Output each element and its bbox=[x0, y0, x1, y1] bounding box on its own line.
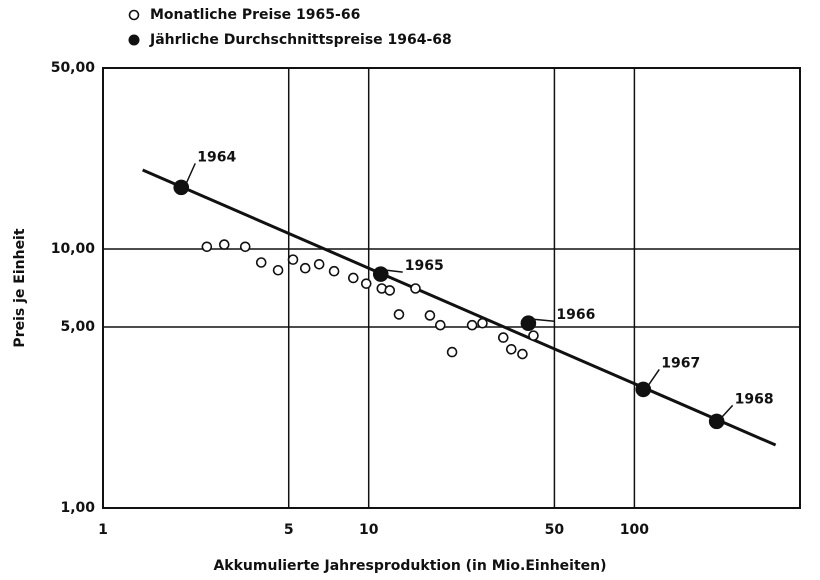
y-tick-label: 50,00 bbox=[51, 60, 96, 76]
y-axis-label: Preis je Einheit bbox=[12, 228, 28, 347]
monthly-point bbox=[446, 346, 458, 358]
monthly-point bbox=[347, 272, 359, 284]
y-tick-label: 1,00 bbox=[60, 500, 95, 516]
monthly-point bbox=[477, 317, 488, 329]
monthly-point bbox=[505, 344, 517, 355]
monthly-point bbox=[384, 285, 396, 296]
yearly-point bbox=[173, 179, 190, 196]
monthly-point bbox=[313, 258, 325, 270]
monthly-point bbox=[201, 241, 213, 253]
point-label: 1968 bbox=[735, 391, 774, 407]
point-label: 1965 bbox=[405, 258, 444, 274]
legend-marker-filled bbox=[128, 34, 140, 46]
annotation-leader bbox=[385, 269, 403, 273]
monthly-point bbox=[435, 319, 446, 331]
legend-label: Monatliche Preise 1965-66 bbox=[150, 7, 360, 23]
monthly-point bbox=[497, 332, 509, 343]
x-tick-label: 50 bbox=[545, 522, 565, 538]
monthly-point bbox=[517, 348, 528, 360]
annotation-leader bbox=[533, 318, 555, 322]
monthly-point bbox=[272, 264, 284, 276]
y-tick-label: 10,00 bbox=[51, 241, 96, 257]
point-label: 1964 bbox=[197, 149, 236, 165]
monthly-point bbox=[255, 257, 267, 268]
point-label: 1966 bbox=[556, 307, 595, 323]
monthly-point bbox=[360, 278, 372, 289]
monthly-point bbox=[410, 283, 421, 294]
point-label: 1967 bbox=[661, 355, 700, 371]
annotation-leader bbox=[185, 163, 196, 184]
monthly-point bbox=[424, 310, 436, 321]
monthly-point bbox=[299, 262, 311, 274]
yearly-point bbox=[520, 315, 537, 332]
x-tick-label: 100 bbox=[620, 522, 649, 538]
monthly-point bbox=[328, 265, 340, 277]
yearly-point bbox=[372, 266, 389, 282]
x-tick-label: 1 bbox=[98, 522, 108, 538]
annotation-leader bbox=[647, 368, 660, 386]
y-tick-label: 5,00 bbox=[60, 319, 95, 335]
monthly-point bbox=[466, 319, 478, 331]
yearly-point bbox=[708, 413, 725, 430]
monthly-point bbox=[393, 309, 405, 320]
annotation-leader bbox=[721, 404, 734, 418]
x-axis-label: Akkumulierte Jahresproduktion (in Mio.Ei… bbox=[213, 558, 606, 574]
monthly-point bbox=[287, 254, 299, 265]
yearly-point bbox=[635, 381, 652, 398]
plot-frame bbox=[102, 67, 801, 509]
legend: Monatliche Preise 1965-66 Jährliche Durc… bbox=[128, 7, 452, 48]
monthly-point bbox=[218, 239, 230, 250]
monthly-point bbox=[528, 330, 539, 341]
legend-label: Jährliche Durchschnittspreise 1964-68 bbox=[149, 32, 452, 48]
trend-line bbox=[142, 168, 777, 447]
monthly-point bbox=[239, 241, 251, 253]
x-tick-label: 5 bbox=[284, 522, 294, 538]
x-tick-label: 10 bbox=[359, 522, 379, 538]
legend-marker-open bbox=[128, 9, 140, 21]
